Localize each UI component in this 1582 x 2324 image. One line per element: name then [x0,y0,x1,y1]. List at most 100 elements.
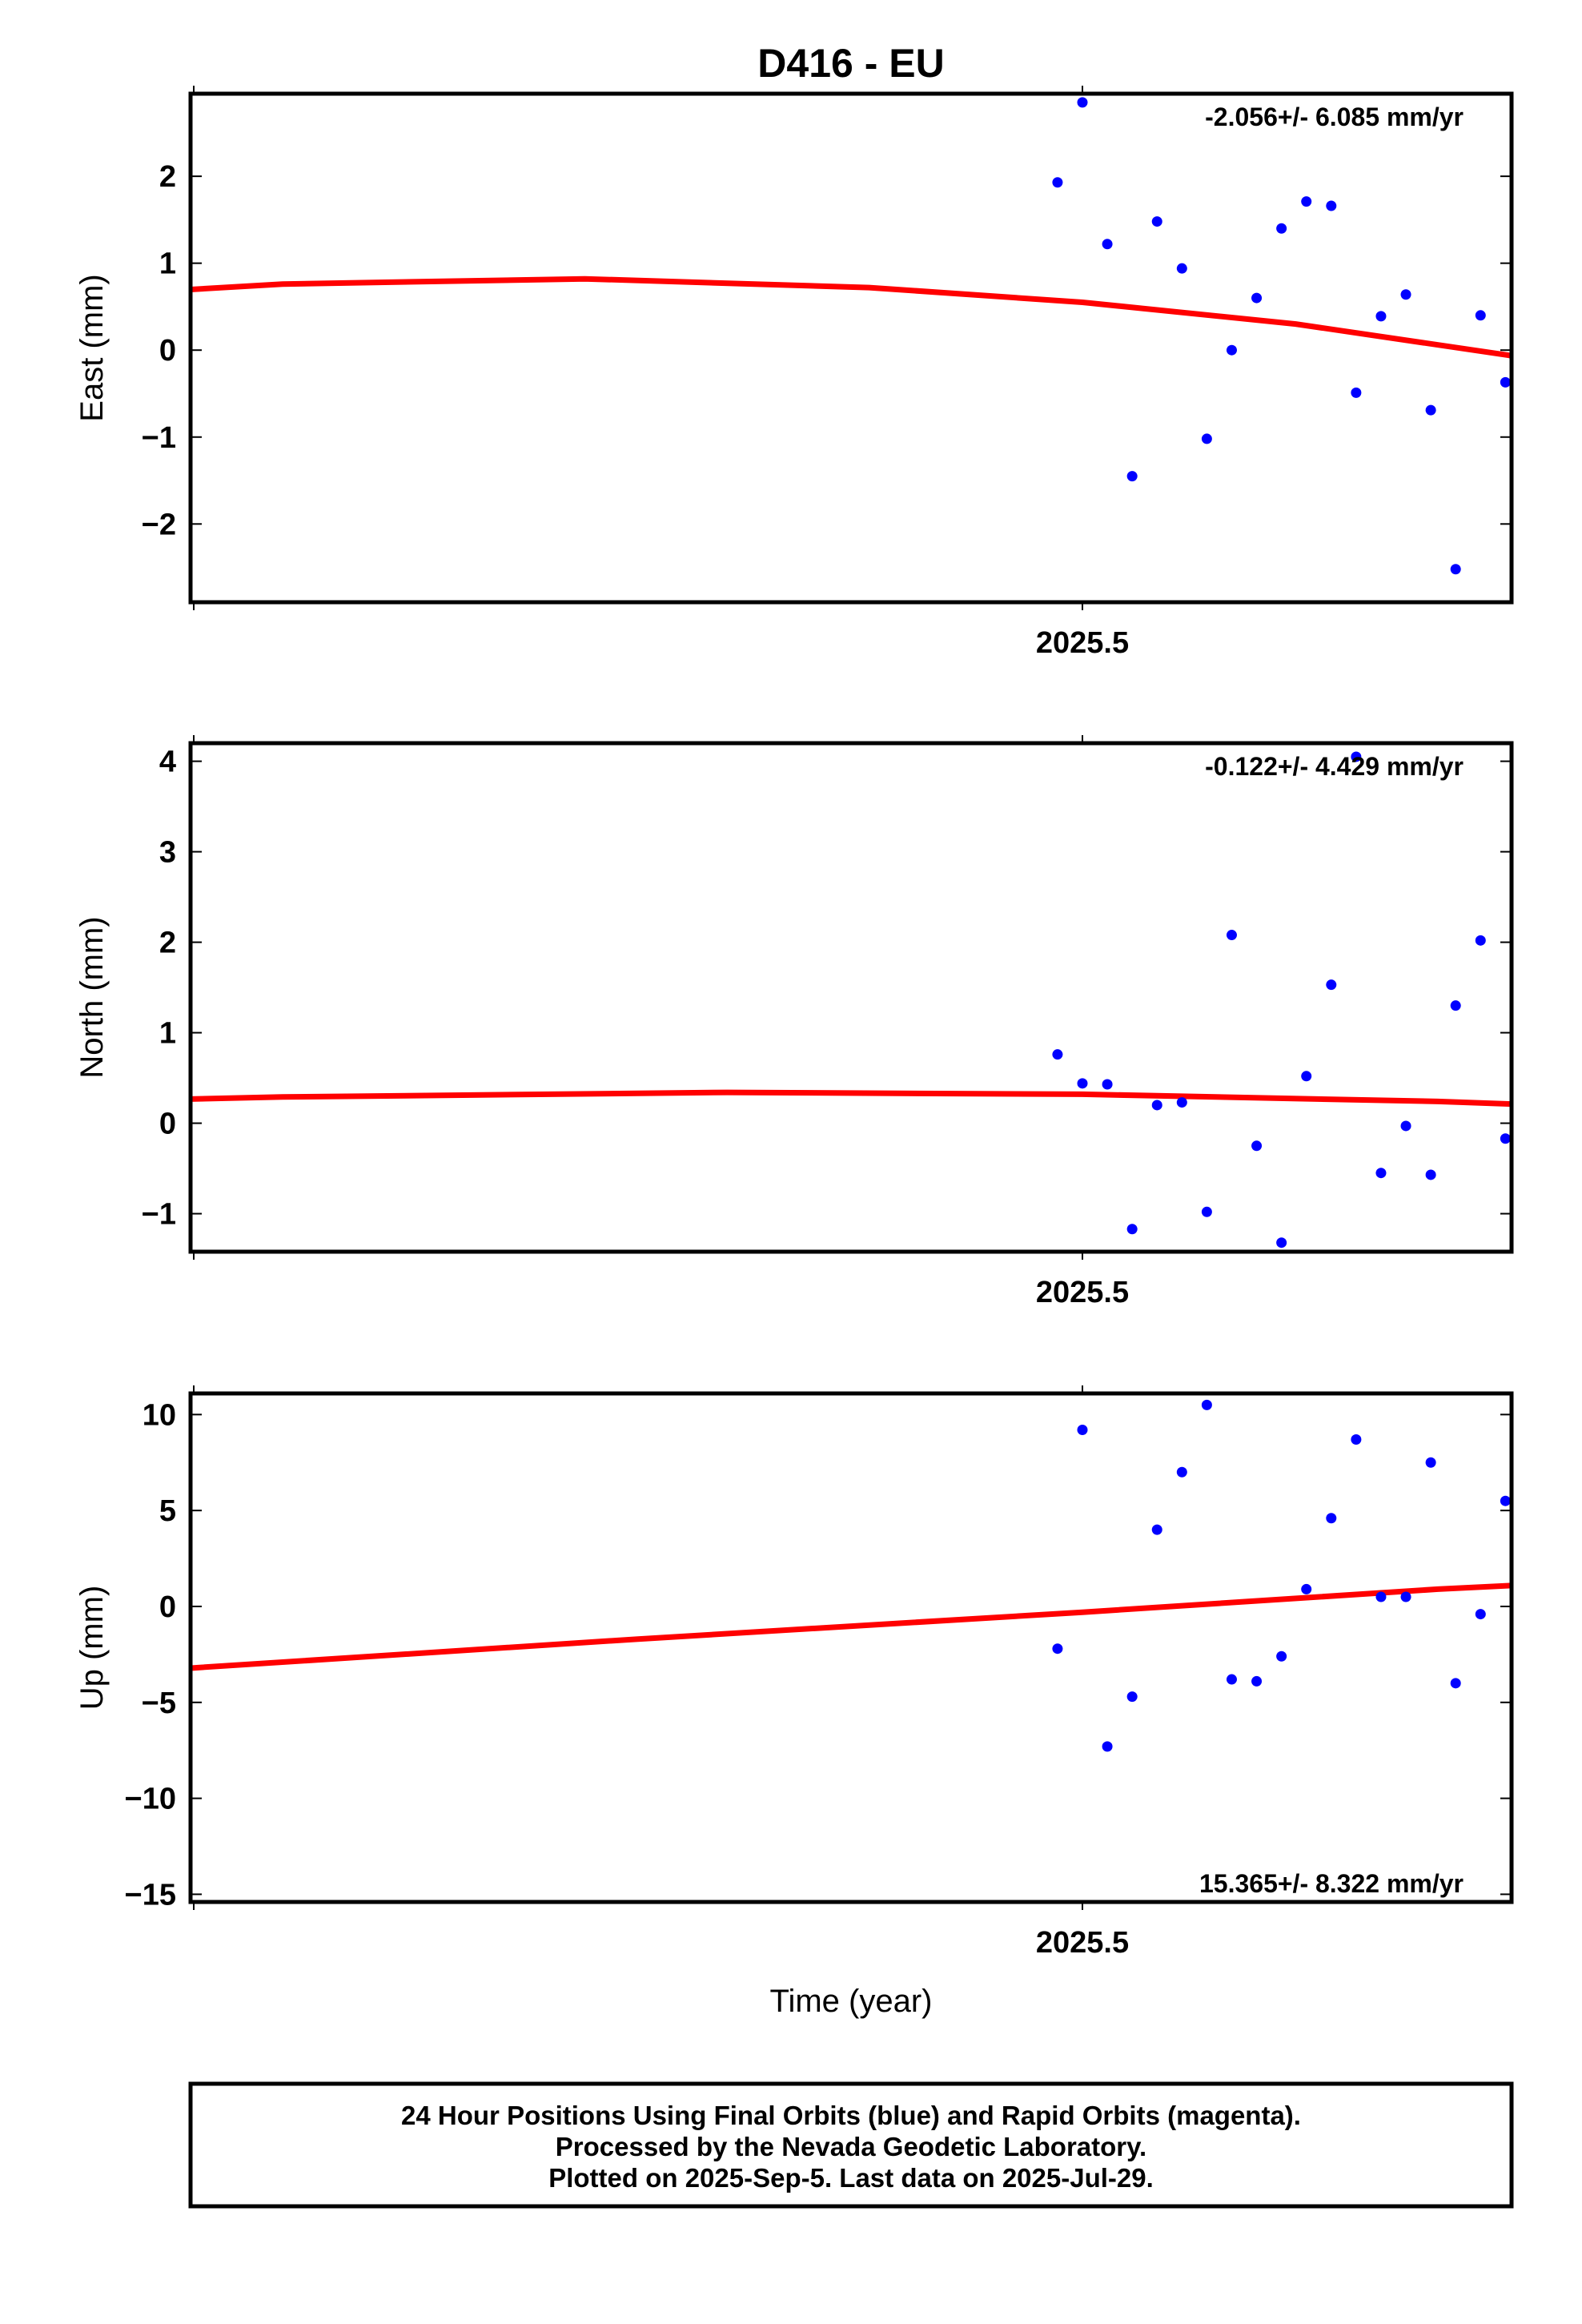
data-point [1077,1078,1088,1089]
data-point [1575,1233,1582,1244]
data-point [1201,433,1212,444]
data-point [1126,1224,1138,1235]
y-tick-label: −1 [142,1198,176,1232]
y-tick-label: 1 [159,1017,176,1051]
data-point [1226,1674,1237,1685]
y-tick-label: 0 [159,334,176,368]
panel-up: −15 −10 −5 0 5 10 2025.5 Up (mm) 15.365+/- 8.322… [74,1385,1582,1960]
data-point [1276,1237,1287,1248]
data-point [1351,387,1362,398]
data-point [1475,310,1486,321]
data-point [1425,1457,1436,1468]
data-point [1550,390,1560,400]
data-point [1326,979,1337,991]
data-point [1326,200,1337,211]
panel-frame [188,741,1514,1254]
data-point [1425,404,1436,416]
data-point [1326,1513,1337,1524]
data-point [1151,216,1162,227]
data-point [1201,1399,1212,1410]
data-point [1525,1115,1536,1125]
y-tick-label: 0 [159,1590,176,1624]
data-point [1226,344,1237,356]
panel-frame [188,91,1514,605]
x-tick-label: 2025.5 [1036,1926,1129,1960]
data-point [1251,292,1263,304]
data-point [1425,1169,1436,1180]
data-point [1525,330,1536,340]
panel-data [191,1399,1582,1752]
data-point [1176,263,1187,274]
rate-annotation: 15.365+/- 8.322 mm/yr [1199,1869,1464,1898]
data-point [1400,289,1411,300]
y-axis-label: Up (mm) [74,1586,110,1711]
y-axis-label: North (mm) [74,916,110,1078]
y-tick-label: 4 [159,746,176,779]
data-point [1276,1651,1287,1662]
data-point [1226,930,1237,941]
data-point [1251,1140,1263,1152]
data-point [1375,1591,1387,1602]
data-point [1126,1691,1138,1703]
data-point [1052,1643,1063,1655]
data-point [1475,935,1486,946]
data-point [1151,1100,1162,1111]
data-point [1351,751,1362,762]
trend-line [191,1582,1512,1671]
data-point [1276,223,1287,234]
y-tick-label: −2 [142,508,176,541]
y-tick-label: 10 [143,1398,176,1432]
data-point [1450,1000,1461,1011]
chart-title: D416 - EU [757,41,944,86]
y-tick-label: 5 [159,1494,176,1528]
y-tick-label: −10 [125,1783,176,1816]
trend-line [191,275,1512,360]
data-point [1176,1466,1187,1478]
data-point [1500,1495,1511,1506]
y-tick-label: 0 [159,1108,176,1141]
data-point [1575,1515,1582,1526]
data-point [1375,1168,1387,1179]
footer-line-2: Processed by the Nevada Geodetic Laborat… [556,2132,1146,2161]
data-point [1126,471,1138,482]
data-point [1400,1591,1411,1602]
data-point [1351,1434,1362,1445]
data-point [1400,1120,1411,1132]
y-tick-label: −1 [142,421,176,455]
footer-line-3: Plotted on 2025-Sep-5. Last data on 2025… [548,2163,1154,2193]
rate-annotation: -0.122+/- 4.429 mm/yr [1205,752,1464,781]
footer-box: 24 Hour Positions Using Final Orbits (bl… [188,2081,1514,2209]
y-tick-label: 1 [159,247,176,281]
data-point [1077,1425,1088,1436]
data-point [1052,1049,1063,1060]
y-tick-label: −5 [142,1687,176,1720]
data-point [1500,1133,1511,1144]
panel-data [191,751,1582,1248]
panel-data [191,97,1560,575]
data-point [1375,311,1387,322]
data-point [1052,177,1063,188]
footer-frame [188,2081,1514,2209]
panel-frame [188,1391,1514,1904]
x-axis-label: Time (year) [770,1984,933,2019]
y-tick-label: 3 [159,836,176,870]
data-point [1550,1452,1560,1462]
data-point [1301,1071,1312,1082]
panel-north: −1 0 1 2 3 4 2025.5 North (mm) -0.122+/- 4.429 m… [74,735,1582,1309]
data-point [1102,1741,1113,1752]
data-point [1077,97,1088,108]
y-tick-label: 2 [159,927,176,960]
data-point [1176,1097,1187,1108]
data-point [1251,1675,1263,1687]
y-tick-label: −15 [125,1878,176,1912]
data-point [1525,1458,1536,1468]
data-point [1201,1206,1212,1217]
y-tick-label: 2 [159,160,176,194]
data-point [1102,239,1113,250]
data-point [1450,564,1461,575]
panel-east: −2 −1 0 1 2 2025.5 East (mm) -2.056+/- 6.085 mm… [74,86,1560,660]
trend-line [191,1089,1512,1108]
x-tick-label: 2025.5 [1036,1276,1129,1309]
